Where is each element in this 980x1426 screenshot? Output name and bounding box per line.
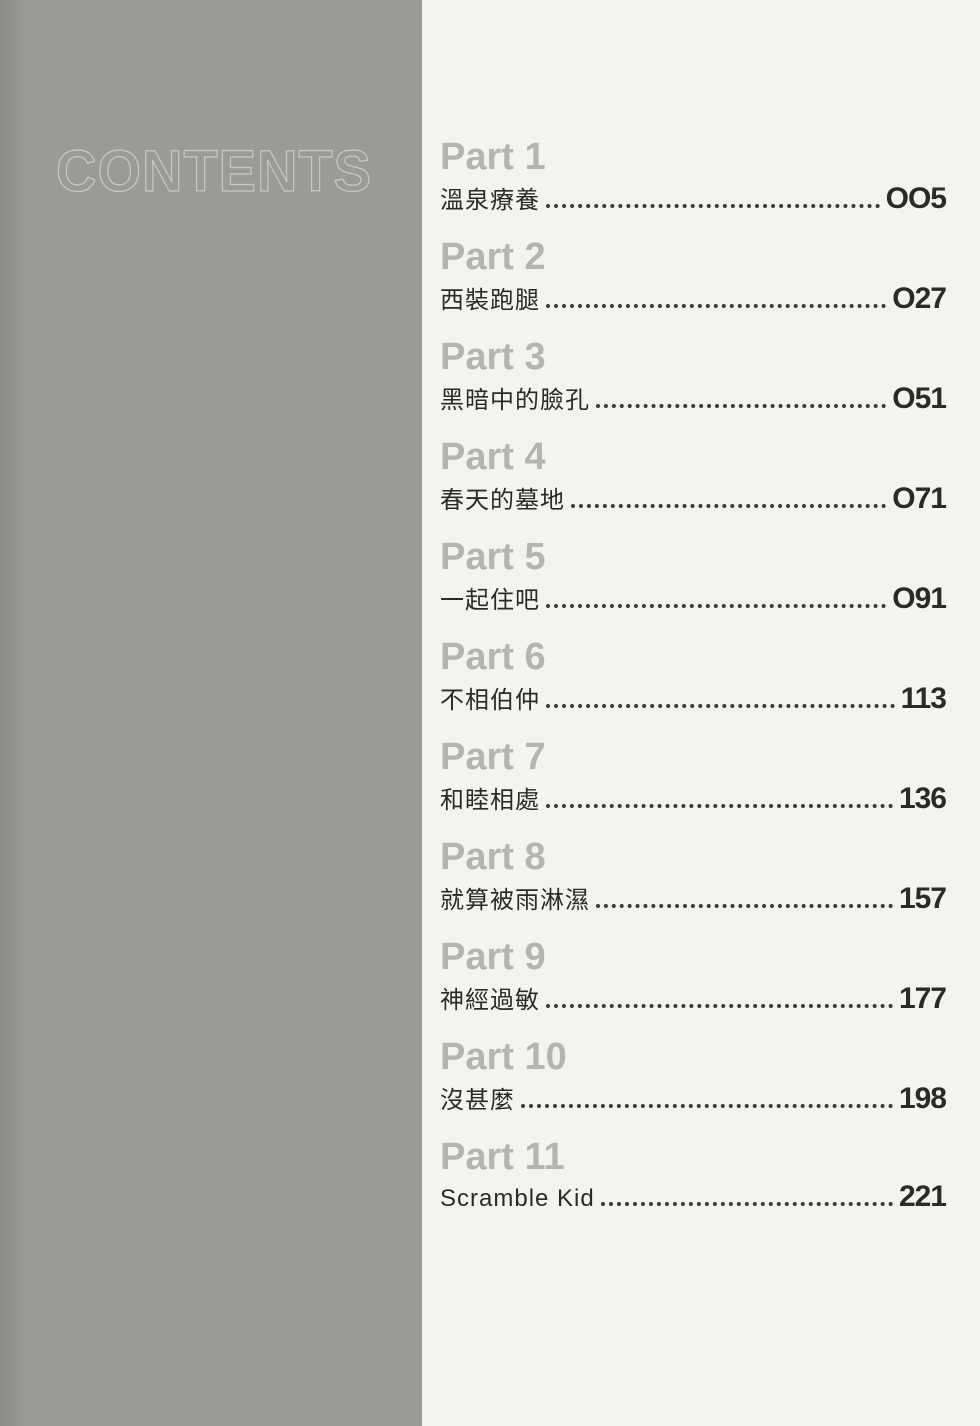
toc-entry: Part 11 Scramble Kid 221 — [440, 1138, 946, 1214]
page-number: 221 — [899, 1180, 946, 1214]
part-label: Part 3 — [440, 338, 946, 376]
page-number: O71 — [892, 482, 946, 516]
title-row: 春天的墓地 O71 — [440, 480, 946, 516]
dot-leader — [546, 704, 895, 708]
page-number: 198 — [899, 1082, 946, 1116]
chapter-title: 溫泉療養 — [440, 180, 540, 215]
toc-entry: Part 4 春天的墓地 O71 — [440, 438, 946, 516]
title-row: 一起住吧 O91 — [440, 580, 946, 616]
part-label: Part 9 — [440, 938, 946, 976]
toc-entry: Part 9 神經過敏 177 — [440, 938, 946, 1016]
dot-leader — [571, 504, 886, 508]
title-row: 不相伯仲 113 — [440, 680, 946, 716]
dot-leader — [521, 1104, 893, 1108]
chapter-title: 就算被雨淋濕 — [440, 880, 590, 915]
page-root: CONTENTS Part 1溫泉療養OO5Part 2西裝跑腿O27Part … — [0, 0, 980, 1426]
page-number: 157 — [899, 882, 946, 916]
dot-leader — [601, 1202, 893, 1206]
title-row: 西裝跑腿 O27 — [440, 280, 946, 316]
chapter-title: 神經過敏 — [440, 980, 540, 1015]
part-label: Part 8 — [440, 838, 946, 876]
part-label: Part 4 — [440, 438, 946, 476]
title-row: 就算被雨淋濕 157 — [440, 880, 946, 916]
page-number: 136 — [899, 782, 946, 816]
dot-leader — [546, 304, 886, 308]
title-row: 溫泉療養 OO5 — [440, 180, 946, 216]
title-row: Scramble Kid 221 — [440, 1180, 946, 1214]
dot-leader — [596, 404, 886, 408]
page-number: OO5 — [886, 182, 946, 216]
contents-heading: CONTENTS — [0, 136, 422, 204]
part-label: Part 5 — [440, 538, 946, 576]
sidebar: CONTENTS — [0, 0, 422, 1426]
part-label: Part 7 — [440, 738, 946, 776]
toc-entry: Part 10 沒甚麼 198 — [440, 1038, 946, 1116]
part-label: Part 2 — [440, 238, 946, 276]
part-label: Part 6 — [440, 638, 946, 676]
title-row: 沒甚麼 198 — [440, 1080, 946, 1116]
title-row: 和睦相處 136 — [440, 780, 946, 816]
chapter-title: 沒甚麼 — [440, 1080, 515, 1115]
page-number: O91 — [892, 582, 946, 616]
toc-entry: Part 2 西裝跑腿 O27 — [440, 238, 946, 316]
dot-leader — [546, 1004, 893, 1008]
title-row: 黑暗中的臉孔 O51 — [440, 380, 946, 416]
chapter-title: 不相伯仲 — [440, 680, 540, 715]
toc-entry: Part 1 溫泉療養 OO5 — [440, 138, 946, 216]
chapter-title: Scramble Kid — [440, 1185, 595, 1213]
chapter-title: 春天的墓地 — [440, 480, 565, 515]
chapter-title: 黑暗中的臉孔 — [440, 380, 590, 415]
page-number: 177 — [899, 982, 946, 1016]
dot-leader — [546, 204, 880, 208]
toc-entry: Part 5 一起住吧 O91 — [440, 538, 946, 616]
chapter-title: 一起住吧 — [440, 580, 540, 615]
title-row: 神經過敏 177 — [440, 980, 946, 1016]
page-number: 113 — [901, 682, 946, 716]
page-number: O27 — [892, 282, 946, 316]
page-number: O51 — [892, 382, 946, 416]
toc-entry: Part 3 黑暗中的臉孔 O51 — [440, 338, 946, 416]
table-of-contents: Part 1 溫泉療養 OO5 Part 2 西裝跑腿 O27 Part 3 黑暗中的臉孔 O5… — [422, 0, 980, 1426]
dot-leader — [546, 604, 886, 608]
chapter-title: 西裝跑腿 — [440, 280, 540, 315]
chapter-title: 和睦相處 — [440, 780, 540, 815]
part-label: Part 10 — [440, 1038, 946, 1076]
dot-leader — [596, 904, 893, 908]
toc-entry: Part 7 和睦相處 136 — [440, 738, 946, 816]
dot-leader — [546, 804, 893, 808]
part-label: Part 1 — [440, 138, 946, 176]
toc-entry: Part 8 就算被雨淋濕 157 — [440, 838, 946, 916]
toc-entry: Part 6 不相伯仲 113 — [440, 638, 946, 716]
part-label: Part 11 — [440, 1138, 946, 1176]
